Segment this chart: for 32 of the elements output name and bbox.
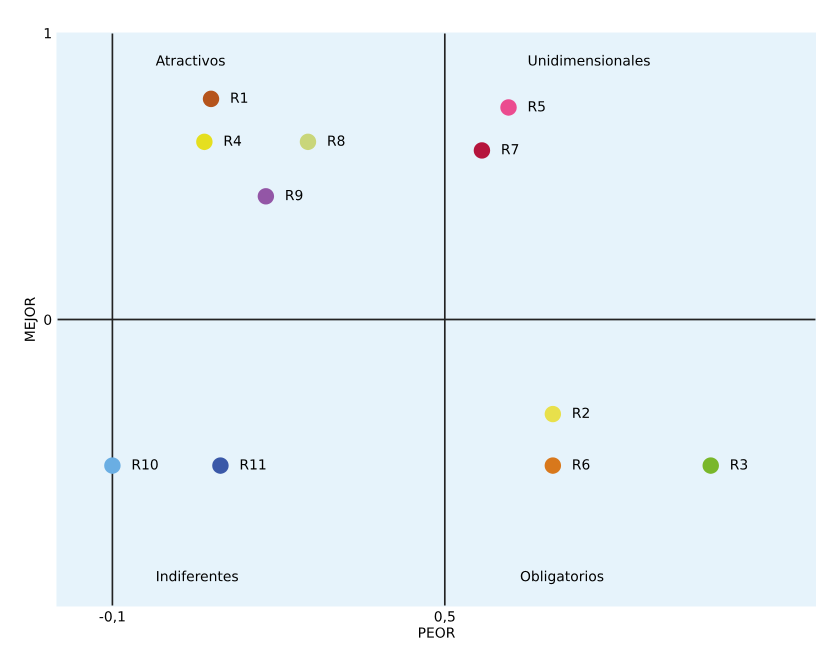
series-label: R6 (573, 459, 590, 470)
series-label: R7 (502, 144, 518, 154)
point (202, 90, 220, 108)
point (212, 457, 229, 474)
point (544, 406, 562, 422)
point (258, 188, 274, 205)
point (196, 134, 213, 150)
series-label: R2 (573, 408, 589, 418)
series-label: R5 (528, 101, 545, 112)
series-label: R11 (240, 459, 266, 470)
y-tick-label: 0 (44, 314, 52, 325)
series-label: R1 (231, 92, 248, 103)
point (702, 457, 719, 474)
series-label: R10 (132, 459, 158, 470)
point (104, 457, 121, 474)
x-tick-label: 0,5 (434, 611, 455, 624)
series-label: R4 (224, 136, 242, 146)
series-label: R3 (731, 459, 748, 470)
point (300, 134, 316, 150)
y-tick-label: 1 (44, 28, 51, 38)
annotation: Obligatorios (520, 570, 604, 584)
series-label: R8 (328, 135, 344, 146)
annotation: Unidimensionales (528, 54, 650, 66)
x-axis-title: PEOR (418, 627, 455, 638)
x-tick-label: -0,1 (100, 611, 125, 624)
point (500, 99, 517, 116)
y-axis-title: MEJOR (24, 297, 38, 341)
annotation: Indiferentes (157, 570, 238, 582)
series-label: R9 (286, 190, 302, 200)
point (544, 457, 562, 474)
annotation: Atractivos (156, 54, 225, 66)
point (474, 142, 490, 159)
